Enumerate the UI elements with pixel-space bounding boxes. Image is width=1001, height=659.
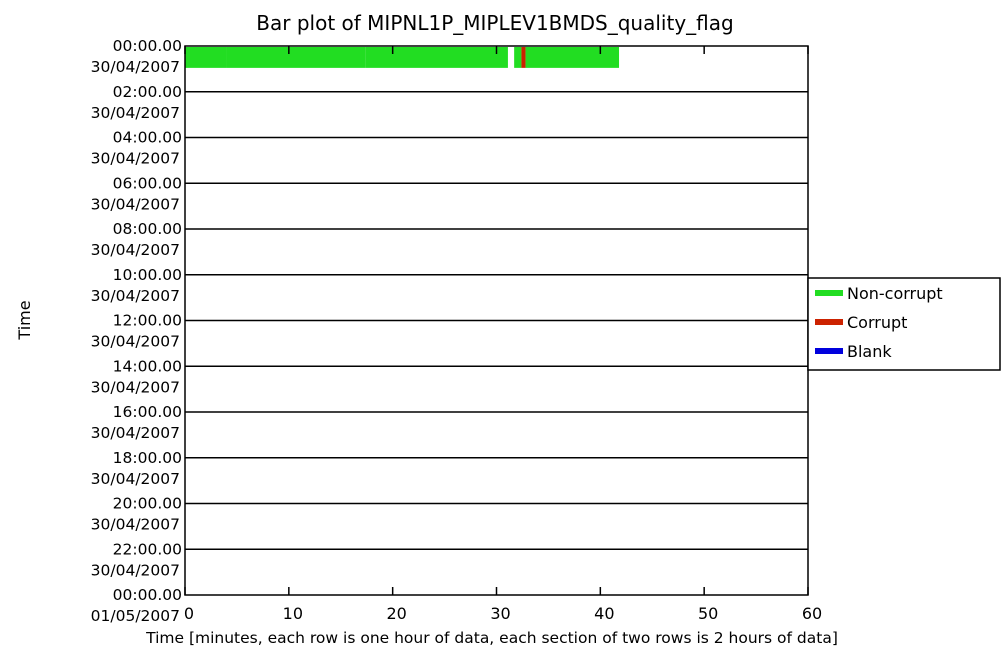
y-tick-time: 14:00.00 [113, 357, 182, 375]
y-tick-date: 30/04/2007 [91, 378, 180, 396]
y-tick-time: 10:00.00 [113, 266, 182, 284]
x-axis-ticks: 0 10 20 30 40 50 60 [184, 46, 822, 623]
bar-segment-non-corrupt [514, 47, 522, 68]
legend-label: Corrupt [847, 313, 907, 332]
y-tick-time: 18:00.00 [113, 449, 182, 467]
y-tick-time: 16:00.00 [113, 403, 182, 421]
bars-layer [185, 47, 620, 68]
x-tick-label: 20 [386, 604, 406, 623]
legend-swatch [815, 290, 843, 296]
y-axis-ticks: 00:00.00 30/04/2007 02:00.00 30/04/2007 04:0… [91, 37, 182, 625]
y-tick-date: 30/04/2007 [91, 561, 180, 579]
y-tick-date: 30/04/2007 [91, 104, 180, 122]
chart-title: Bar plot of MIPNL1P_MIPLEV1BMDS_quality_… [256, 11, 733, 35]
x-tick-label: 50 [698, 604, 718, 623]
y-tick-time: 20:00.00 [113, 495, 182, 513]
row-separators [185, 91, 808, 550]
legend-swatch [815, 348, 843, 354]
y-tick-time: 00:00.00 [113, 586, 182, 604]
y-tick-date: 30/04/2007 [91, 195, 180, 213]
y-tick-date: 30/04/2007 [91, 333, 180, 351]
legend: Non-corrupt Corrupt Blank [807, 277, 1001, 371]
x-tick-label: 10 [283, 604, 303, 623]
y-tick-time: 22:00.00 [113, 540, 182, 558]
x-tick-label: 60 [802, 604, 822, 623]
y-tick-time: 02:00.00 [113, 83, 182, 101]
y-tick-date: 30/04/2007 [91, 150, 180, 168]
x-axis-label: Time [minutes, each row is one hour of d… [145, 629, 838, 647]
y-tick-date: 30/04/2007 [91, 424, 180, 442]
x-tick-label: 0 [184, 604, 194, 623]
y-tick-date: 30/04/2007 [91, 516, 180, 534]
x-tick-label: 40 [594, 604, 614, 623]
y-tick-time: 08:00.00 [113, 220, 182, 238]
y-tick-time: 06:00.00 [113, 174, 182, 192]
y-tick-date: 30/04/2007 [91, 287, 180, 305]
bar-segment-non-corrupt [226, 47, 366, 68]
y-tick-date: 30/04/2007 [91, 58, 180, 76]
bar-segment-corrupt [521, 47, 526, 68]
y-tick-date: 30/04/2007 [91, 241, 180, 259]
bar-segment-non-corrupt [185, 47, 227, 68]
x-tick-label: 30 [490, 604, 510, 623]
y-tick-time: 04:00.00 [113, 129, 182, 147]
legend-label: Blank [847, 342, 892, 361]
y-tick-date: 01/05/2007 [91, 607, 180, 625]
bar-segment-non-corrupt [365, 47, 508, 68]
y-tick-time: 00:00.00 [113, 37, 182, 55]
y-axis-label: Time [15, 300, 34, 340]
bar-segment-non-corrupt [525, 47, 620, 68]
y-tick-date: 30/04/2007 [91, 470, 180, 488]
legend-swatch [815, 319, 843, 325]
y-tick-time: 12:00.00 [113, 312, 182, 330]
legend-label: Non-corrupt [847, 284, 943, 303]
